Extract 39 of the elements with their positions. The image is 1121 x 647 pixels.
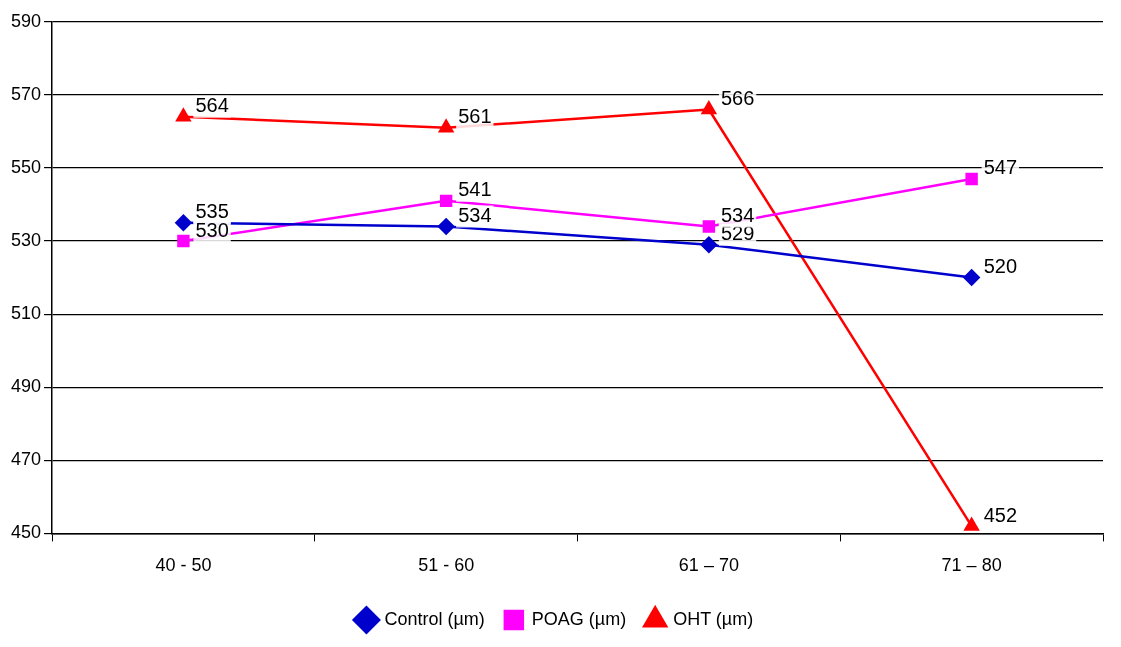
y-tick-label: 450: [10, 522, 42, 543]
x-tick-label: 71 – 80: [941, 555, 1002, 576]
y-tick-label: 470: [10, 449, 42, 470]
y-tick-label: 530: [10, 230, 42, 251]
y-tick-label: 550: [10, 156, 42, 177]
y-tick-label: 510: [10, 303, 42, 324]
point: [963, 269, 980, 286]
point: [964, 517, 979, 531]
x-tick-label: 61 – 70: [678, 555, 739, 576]
y-tick-label: 570: [10, 83, 42, 104]
point: [175, 214, 192, 232]
point: [438, 119, 454, 133]
point: [702, 220, 716, 233]
data-label: 535: [195, 200, 229, 223]
data-label: 534: [458, 203, 492, 226]
legend-label: OHT (µm): [673, 608, 754, 629]
legend-label: Control (µm): [384, 608, 485, 629]
point: [176, 108, 191, 122]
y-tick-label: 490: [10, 376, 42, 397]
point: [701, 101, 717, 115]
point: [439, 194, 453, 208]
point: [965, 172, 978, 186]
point: [700, 236, 718, 253]
data-label: 530: [195, 218, 229, 241]
data-label: 520: [983, 255, 1017, 278]
data-label: 541: [458, 178, 492, 201]
data-label: 452: [983, 503, 1017, 526]
data-label: 564: [195, 94, 229, 117]
data-label: 561: [458, 105, 492, 128]
data-label: 534: [720, 203, 755, 226]
x-tick-label: 40 - 50: [155, 555, 212, 576]
point: [177, 234, 190, 248]
data-label: 547: [983, 156, 1017, 179]
point: [437, 218, 455, 235]
data-label: 566: [720, 87, 755, 110]
data-label: 529: [720, 222, 755, 245]
x-tick-label: 51 - 60: [418, 555, 475, 576]
y-tick-label: 590: [10, 10, 42, 31]
legend-label: POAG (µm): [531, 608, 627, 629]
